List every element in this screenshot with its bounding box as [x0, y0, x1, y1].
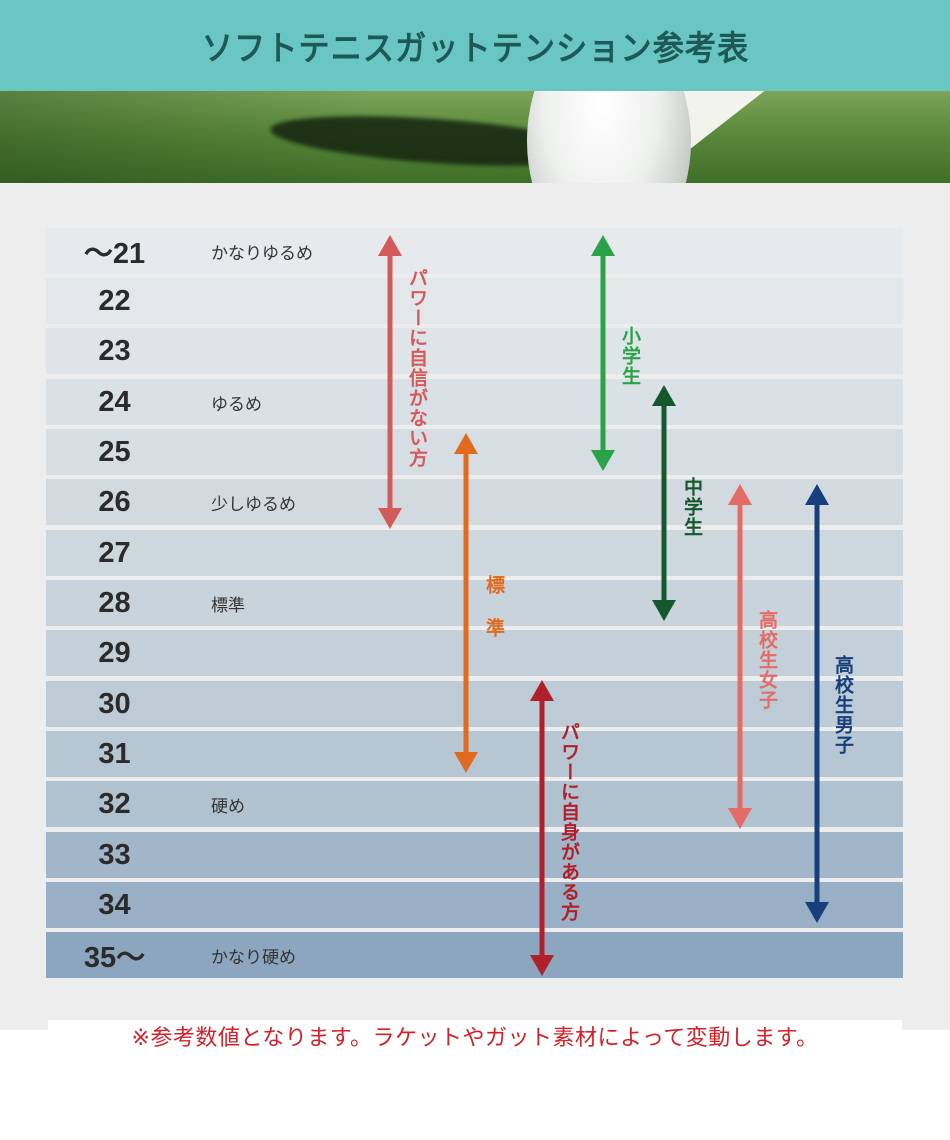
- arrow-down-icon: [728, 808, 752, 829]
- table-row: 34: [46, 882, 903, 928]
- arrow-up-icon: [454, 433, 478, 454]
- table-row: 28 標準: [46, 580, 903, 626]
- tension-value: 31: [98, 737, 131, 770]
- range-arrow-hs-girls: [728, 484, 752, 829]
- table-row: ～21 かなりゆるめ: [46, 228, 903, 274]
- table-row: 33: [46, 832, 903, 878]
- footnote: ※参考数値となります。ラケットやガット素材によって変動します。: [48, 1020, 902, 1052]
- table-row: 24 ゆるめ: [46, 379, 903, 425]
- tension-label: かなり硬め: [211, 947, 296, 968]
- table-row: 23: [46, 328, 903, 374]
- arrow-up-icon: [378, 235, 402, 256]
- table-row: 35～ かなり硬め: [46, 932, 903, 978]
- tension-value: 34: [98, 888, 131, 921]
- table-row: 27: [46, 530, 903, 576]
- range-arrow-junior-high: [652, 385, 676, 621]
- arrow-up-icon: [530, 680, 554, 701]
- tension-value: 33: [98, 838, 131, 871]
- tension-label: [187, 630, 903, 676]
- tension-value: 27: [98, 536, 131, 569]
- arrow-down-icon: [805, 902, 829, 923]
- table-row: 26 少しゆるめ: [46, 479, 903, 525]
- range-arrow-low-power: [378, 235, 402, 529]
- table-row: 22: [46, 278, 903, 324]
- arrow-down-icon: [591, 450, 615, 471]
- range-arrow-standard: [454, 433, 478, 773]
- arrow-down-icon: [530, 955, 554, 976]
- tennis-ball-icon: [527, 91, 691, 183]
- arrow-down-icon: [652, 600, 676, 621]
- tension-value: ～21: [83, 238, 146, 270]
- table-row: 29: [46, 630, 903, 676]
- range-label-elementary: 小学生: [619, 326, 641, 386]
- range-arrow-high-power: [530, 680, 554, 976]
- arrow-up-icon: [728, 484, 752, 505]
- arrow-up-icon: [805, 484, 829, 505]
- tension-value: 32: [98, 787, 131, 820]
- tension-value: 26: [98, 485, 131, 518]
- range-label-standard: 標準: [483, 575, 505, 661]
- tension-value: 24: [98, 385, 131, 418]
- table-row: 30: [46, 681, 903, 727]
- tension-value: 35～: [83, 942, 146, 974]
- tension-value: 28: [98, 586, 131, 619]
- title-banner: ソフトテニスガットテンション参考表: [0, 0, 950, 91]
- tension-label: 標準: [211, 595, 245, 616]
- arrow-down-icon: [454, 752, 478, 773]
- range-arrow-hs-boys: [805, 484, 829, 923]
- tension-value: 30: [98, 687, 131, 720]
- arrow-up-icon: [652, 385, 676, 406]
- tension-value: 23: [98, 334, 131, 367]
- range-label-hs-girls: 高校生女子: [756, 610, 778, 710]
- tension-value: 22: [98, 284, 131, 317]
- arrow-up-icon: [591, 235, 615, 256]
- table-row: 32 硬め: [46, 781, 903, 827]
- range-label-low-power: パワーに自信がない方: [406, 268, 428, 468]
- arrow-down-icon: [378, 508, 402, 529]
- range-label-high-power: パワーに自身がある方: [558, 722, 580, 922]
- tension-label: ゆるめ: [211, 394, 262, 415]
- range-label-hs-boys: 高校生男子: [832, 655, 854, 755]
- tension-label: [187, 530, 903, 576]
- tension-label: 少しゆるめ: [211, 494, 296, 515]
- tension-label: 硬め: [211, 796, 245, 817]
- tension-label: かなりゆるめ: [211, 243, 313, 264]
- range-arrow-elementary: [591, 235, 615, 471]
- tension-value: 29: [98, 636, 131, 669]
- page-title: ソフトテニスガットテンション参考表: [201, 29, 749, 69]
- tension-label: [187, 429, 903, 475]
- tension-label: [187, 328, 903, 374]
- tension-value: 25: [98, 435, 131, 468]
- hero-image-tennis-ball: [0, 91, 950, 183]
- range-label-junior-high: 中学生: [681, 477, 703, 537]
- tension-label: [187, 278, 903, 324]
